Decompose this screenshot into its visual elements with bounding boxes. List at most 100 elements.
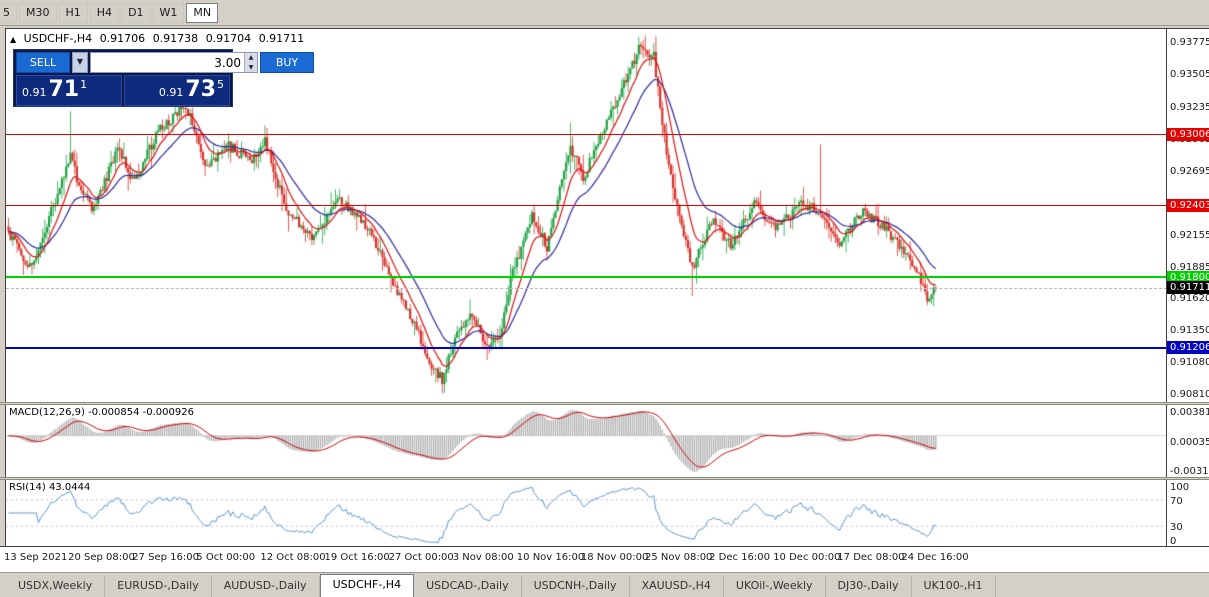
macd-label: MACD(12,26,9) -0.000854 -0.000926 <box>9 407 194 418</box>
ohlc-low: 0.91704 <box>205 32 252 45</box>
ohlc-open: 0.91706 <box>99 32 146 45</box>
lot-decrease-button[interactable]: ▼ <box>245 62 257 72</box>
bid-price-line <box>6 287 1166 289</box>
chart-tab-usdcnh-daily[interactable]: USDCNH-,Daily <box>522 576 630 597</box>
buy-button[interactable]: BUY <box>260 52 314 73</box>
chart-tabs-bar: USDX,Weekly EURUSD-,Daily AUDUSD-,Daily USD… <box>0 572 1209 597</box>
price-scale-tick: 0.91350 <box>1170 324 1209 336</box>
one-click-trading-panel: SELL ▼ ▲ ▼ BUY 0.91 <box>13 49 314 107</box>
chart-symbol-period: USDCHF-,H4 <box>23 32 93 45</box>
ohlc-high: 0.91738 <box>152 32 199 45</box>
rsi-scale-0: 0 <box>1170 536 1177 546</box>
chart-window: ▲ USDCHF-,H4 0.91706 0.91738 0.91704 0.9… <box>0 26 1209 597</box>
sell-price-tile[interactable]: 0.91 71 1 <box>16 75 122 106</box>
lot-dropdown-button[interactable]: ▼ <box>72 52 88 73</box>
horizontal-line-0.92403[interactable] <box>6 205 1166 207</box>
chart-tab-xauusd-h4[interactable]: XAUUSD-,H4 <box>630 576 724 597</box>
rsi-scale-30: 30 <box>1170 522 1183 534</box>
price-scale-tick: 0.91620 <box>1170 292 1209 304</box>
pane-splitter[interactable] <box>0 477 1209 480</box>
horizontal-line-0.93006[interactable] <box>6 133 1166 135</box>
pane-splitter[interactable] <box>0 402 1209 405</box>
horizontal-line-0.91206[interactable] <box>6 346 1166 349</box>
lot-increase-button[interactable]: ▲ <box>245 53 257 63</box>
time-axis-label: 27 Sep 16:00 <box>132 552 199 563</box>
time-axis-label: 17 Dec 08:00 <box>837 552 905 563</box>
sell-price-prefix: 0.91 <box>22 86 47 99</box>
one-click-collapse-icon[interactable]: ▲ <box>10 35 17 44</box>
rsi-scale-70: 70 <box>1170 495 1183 507</box>
lot-size-input[interactable] <box>91 53 244 72</box>
chart-tab-usdcad-daily[interactable]: USDCAD-,Daily <box>414 576 522 597</box>
chart-tab-uk100-h1[interactable]: UK100-,H1 <box>912 576 996 597</box>
macd-scale-max: 0.00381 <box>1170 407 1209 418</box>
timeframe-button-5[interactable]: 5 <box>0 2 17 23</box>
chevron-down-icon: ▼ <box>76 57 84 66</box>
time-axis-label: 2 Dec 16:00 <box>709 552 770 563</box>
rsi-canvas[interactable] <box>6 480 1166 546</box>
timeframe-button-mn[interactable]: MN <box>186 2 219 23</box>
horizontal-line-0.91800[interactable] <box>6 276 1166 279</box>
price-scale-tick: 0.93235 <box>1170 101 1209 113</box>
time-axis-label: 12 Oct 08:00 <box>260 552 326 563</box>
time-axis[interactable]: 13 Sep 2021 20 Sep 08:00 27 Sep 16:00 5 Oct… <box>0 546 1209 572</box>
lot-spinner: ▲ ▼ <box>244 53 257 72</box>
ohlc-close: 0.91711 <box>258 32 305 45</box>
price-line-label: 0.93006 <box>1167 127 1209 141</box>
time-axis-label: 10 Dec 00:00 <box>773 552 841 563</box>
price-line-label: 0.92403 <box>1167 199 1209 213</box>
rsi-pane: RSI(14) 43.0444 <box>5 480 1166 546</box>
buy-price-tile[interactable]: 0.91 73 5 <box>124 75 230 106</box>
buy-price-pipette: 5 <box>217 78 224 91</box>
time-axis-label: 10 Nov 16:00 <box>516 552 585 563</box>
sell-price-big: 71 <box>48 77 80 102</box>
price-scale-tick: 0.93505 <box>1170 69 1209 81</box>
time-axis-label: 5 Oct 00:00 <box>196 552 256 563</box>
chart-tab-ukoil-weekly[interactable]: UKOil-,Weekly <box>724 576 826 597</box>
timeframe-button-h4[interactable]: H4 <box>89 2 120 23</box>
price-scale-tick: 0.92695 <box>1170 165 1209 177</box>
price-scale-tick: 0.91080 <box>1170 356 1209 368</box>
chart-tab-usdx-weekly[interactable]: USDX,Weekly <box>6 576 106 597</box>
current-price-label: 0.91711 <box>1167 281 1209 295</box>
one-click-order-row: SELL ▼ ▲ ▼ BUY <box>16 52 314 73</box>
timeframe-button-m30[interactable]: M30 <box>19 2 57 23</box>
chart-tab-dj30-daily[interactable]: DJ30-,Daily <box>826 576 912 597</box>
time-axis-label: 24 Dec 16:00 <box>901 552 969 563</box>
chart-tab-usdchf-h4[interactable]: USDCHF-,H4 <box>319 574 415 597</box>
buy-price-prefix: 0.91 <box>158 86 184 99</box>
price-scale-tick: 0.92155 <box>1170 229 1209 241</box>
sell-price-pipette: 1 <box>80 78 88 91</box>
buy-price-big: 73 <box>185 77 216 102</box>
chart-header: ▲ USDCHF-,H4 0.91706 0.91738 0.91704 0.9… <box>10 32 308 45</box>
rsi-label: RSI(14) 43.0444 <box>9 482 91 493</box>
price-line-label: 0.91800 <box>1167 270 1209 284</box>
price-scale[interactable]: 0.937750.935050.932350.929650.926950.924… <box>1166 28 1209 546</box>
price-pane: ▲ USDCHF-,H4 0.91706 0.91738 0.91704 0.9… <box>5 28 1166 402</box>
macd-scale-mid: 0.00035 <box>1170 437 1209 448</box>
timeframe-button-w1[interactable]: W1 <box>152 2 185 23</box>
chart-tab-eurusd-daily[interactable]: EURUSD-,Daily <box>105 576 212 597</box>
one-click-price-row: 0.91 71 1 0.91 73 5 <box>16 75 230 106</box>
time-axis-label: 3 Nov 08:00 <box>452 552 514 563</box>
lot-size-field: ▲ ▼ <box>90 52 258 73</box>
macd-canvas[interactable] <box>6 405 1166 477</box>
time-axis-label: 20 Sep 08:00 <box>68 552 135 563</box>
price-line-label: 0.91206 <box>1167 341 1209 355</box>
timeframe-toolbar: 5 M30 H1 H4 D1 W1 MN <box>0 0 1209 26</box>
time-axis-label: 13 Sep 2021 <box>4 552 68 563</box>
price-scale-tick: 0.93775 <box>1170 37 1209 49</box>
timeframe-button-h1[interactable]: H1 <box>58 2 88 23</box>
price-scale-tick: 0.90810 <box>1170 388 1209 400</box>
time-axis-label: 25 Nov 08:00 <box>645 552 713 563</box>
time-axis-label: 19 Oct 16:00 <box>324 552 390 563</box>
time-axis-label: 18 Nov 00:00 <box>580 552 649 563</box>
chart-tab-audusd-daily[interactable]: AUDUSD-,Daily <box>212 576 320 597</box>
macd-pane: MACD(12,26,9) -0.000854 -0.000926 <box>5 405 1166 477</box>
timeframe-button-d1[interactable]: D1 <box>121 2 151 23</box>
rsi-scale-100: 100 <box>1170 482 1190 493</box>
sell-button[interactable]: SELL <box>16 52 70 73</box>
time-axis-label: 27 Oct 00:00 <box>388 552 454 563</box>
